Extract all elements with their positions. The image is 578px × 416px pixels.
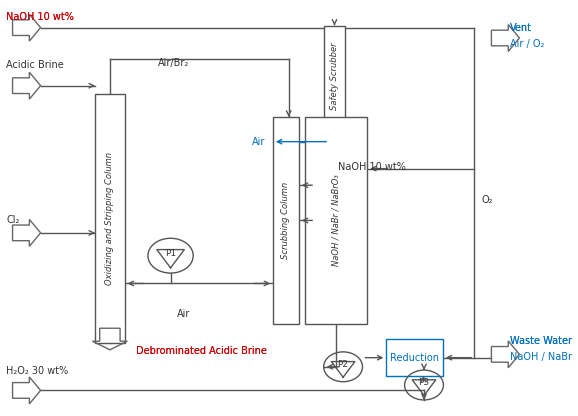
Text: Acidic Brine: Acidic Brine xyxy=(6,60,64,70)
Text: Air/Br₂: Air/Br₂ xyxy=(158,58,189,68)
Text: NaOH / NaBr: NaOH / NaBr xyxy=(510,352,572,362)
Bar xyxy=(95,94,125,343)
Text: Waste Water: Waste Water xyxy=(510,336,572,346)
Text: Debrominated Acidic Brine: Debrominated Acidic Brine xyxy=(135,346,266,356)
Text: Scrubbing Column: Scrubbing Column xyxy=(281,182,291,259)
Text: Vent: Vent xyxy=(510,22,532,32)
Text: H₂O₂ 30 wt%: H₂O₂ 30 wt% xyxy=(6,366,68,376)
Bar xyxy=(386,339,443,376)
Text: Air / O₂: Air / O₂ xyxy=(510,39,544,49)
Text: O₂: O₂ xyxy=(481,195,493,205)
Text: Cl₂: Cl₂ xyxy=(6,215,20,225)
Text: NaOH 10 wt%: NaOH 10 wt% xyxy=(338,161,406,171)
Text: Waste Water: Waste Water xyxy=(510,336,572,346)
Bar xyxy=(305,117,368,324)
Text: NaOH / NaBr / NaBrO₃: NaOH / NaBr / NaBrO₃ xyxy=(332,175,341,266)
Text: Safety Scrubber: Safety Scrubber xyxy=(330,42,339,110)
Text: P2: P2 xyxy=(338,360,349,369)
Text: Oxidizing and Stripping Column: Oxidizing and Stripping Column xyxy=(105,152,114,285)
Text: P1: P1 xyxy=(165,249,176,258)
Text: Reduction: Reduction xyxy=(390,353,439,363)
Text: P3: P3 xyxy=(418,378,429,387)
Text: Debrominated Acidic Brine: Debrominated Acidic Brine xyxy=(135,346,266,356)
Bar xyxy=(273,117,299,324)
Bar xyxy=(324,25,344,127)
Text: NaOH 10 wt%: NaOH 10 wt% xyxy=(6,12,74,22)
Text: Air: Air xyxy=(251,137,265,147)
Text: NaOH 10 wt%: NaOH 10 wt% xyxy=(6,12,74,22)
Text: Vent: Vent xyxy=(510,22,532,32)
Text: Air: Air xyxy=(177,309,191,319)
